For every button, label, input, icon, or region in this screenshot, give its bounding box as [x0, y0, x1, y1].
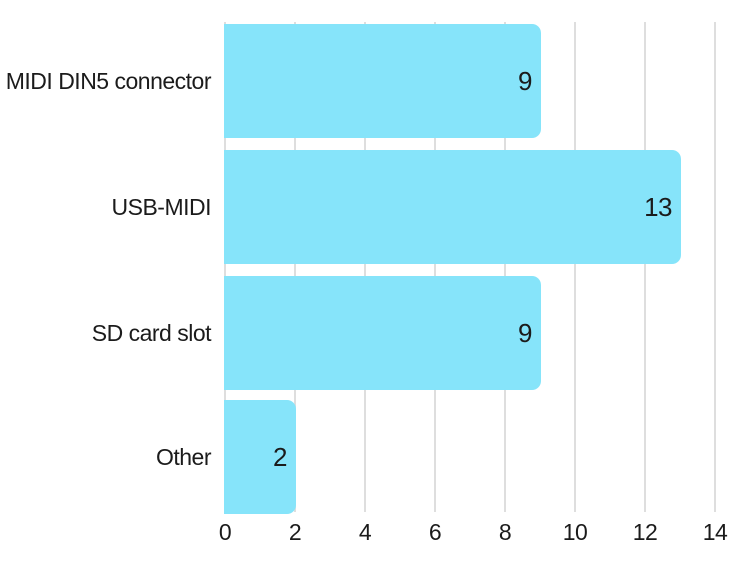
gridline-x-14	[714, 22, 716, 512]
x-tick-label-12: 12	[632, 519, 658, 545]
bar-other: 2	[224, 400, 296, 514]
category-label-midi-din5-connector: MIDI DIN5 connector	[5, 67, 212, 94]
category-label-usb-midi: USB-MIDI	[111, 193, 212, 220]
bar-value-label: 13	[644, 191, 672, 222]
bar-value-label: 9	[518, 65, 532, 96]
category-label-other: Other	[155, 443, 212, 470]
gridline-x-2	[294, 22, 296, 512]
gridline-x-0	[224, 22, 226, 512]
x-tick-label-0: 0	[218, 519, 232, 545]
gridline-x-6	[434, 22, 436, 512]
x-tick-label-14: 14	[702, 519, 728, 545]
gridline-x-10	[574, 22, 576, 512]
bar-value-label: 9	[518, 317, 532, 348]
bar-value-label: 2	[273, 441, 287, 472]
gridline-x-8	[504, 22, 506, 512]
category-label-sd-card-slot: SD card slot	[91, 319, 212, 346]
gridline-x-4	[364, 22, 366, 512]
gridline-x-12	[644, 22, 646, 512]
x-tick-label-10: 10	[562, 519, 588, 545]
x-tick-label-8: 8	[498, 519, 512, 545]
bar-midi-din5-connector: 9	[224, 24, 541, 138]
x-tick-label-4: 4	[358, 519, 372, 545]
bar-usb-midi: 13	[224, 150, 681, 264]
bar-sd-card-slot: 9	[224, 276, 541, 390]
x-tick-label-2: 2	[288, 519, 302, 545]
x-tick-label-6: 6	[428, 519, 442, 545]
